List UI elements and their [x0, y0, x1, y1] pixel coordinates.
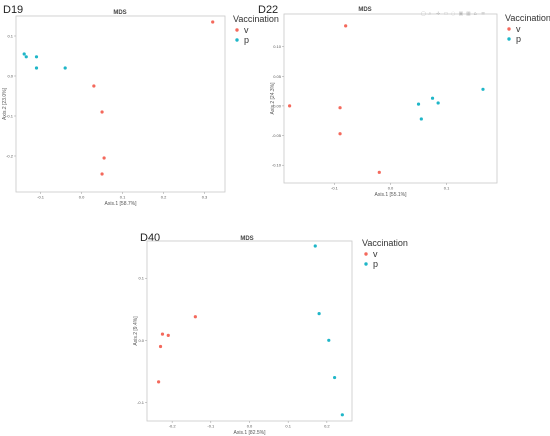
data-point-v: [338, 132, 342, 136]
legend-marker-v: [507, 27, 511, 31]
toolbar-icon: ⌂: [474, 11, 477, 17]
plot-frame: [15, 15, 226, 193]
data-point-p: [340, 413, 344, 417]
x-axis-label: Axis.1 [58.7%]: [105, 201, 138, 207]
y-tick-label: -0.10: [272, 163, 282, 168]
data-point-v: [211, 20, 215, 24]
toolbar-icon: ≡: [481, 11, 485, 17]
y-tick-label: 0.1: [7, 34, 13, 39]
chart-title: MDS: [358, 7, 371, 13]
data-point-v: [158, 344, 163, 349]
data-point-p: [430, 96, 435, 100]
data-point-v: [344, 24, 348, 28]
data-point-p: [436, 101, 440, 105]
legend-label-p: p: [244, 35, 249, 45]
x-tick-label: 0.3: [202, 195, 208, 200]
data-point-v: [102, 156, 106, 160]
toolbar-icon: ▢: [421, 11, 426, 17]
x-tick-label: -0.1: [207, 424, 215, 429]
chart-title: MDS: [113, 10, 126, 16]
y-tick-label: 0.0: [138, 338, 144, 343]
x-tick-label: 0.1: [285, 424, 291, 429]
chart-panel-d22: D22 MDS -0.1 0.0 0.1 -0.10 -0.05 0.00 0.05 0.10 Ax…: [258, 4, 550, 198]
legend-label-p: p: [516, 34, 521, 44]
legend-marker-v: [364, 252, 368, 256]
x-tick-label: 0.0: [388, 186, 394, 191]
y-tick-label: -0.1: [137, 400, 145, 405]
toolbar-icon: ◌: [451, 11, 455, 17]
chart-panel-d40: D40 MDS -0.2 -0.1 0.0 0.1 0.2 -0.1 0.0 0.1 Axis.1 …: [133, 232, 408, 436]
x-tick-label: 0.1: [444, 186, 450, 191]
panel-label: D40: [140, 232, 160, 244]
chart-title: MDS: [240, 236, 253, 242]
legend-title: Vaccination: [505, 13, 550, 23]
data-point-p: [313, 244, 317, 248]
data-point-p: [317, 312, 321, 316]
legend-label-p: p: [373, 259, 378, 269]
x-tick-label: -0.1: [331, 186, 339, 191]
legend-label-v: v: [516, 24, 521, 34]
data-point-v: [377, 170, 381, 174]
plot-frame: [146, 240, 353, 422]
x-axis-label: Axis.1 [82.5%]: [234, 430, 267, 436]
data-point-p: [34, 66, 39, 70]
data-point-v: [166, 333, 170, 337]
data-point-p: [327, 338, 331, 342]
legend-label-v: v: [244, 25, 249, 35]
y-tick-label: -0.1: [6, 114, 14, 119]
toolbar-icon: ▦: [466, 11, 471, 17]
legend-marker-v: [235, 28, 239, 32]
data-point-v: [193, 315, 197, 319]
legend-title: Vaccination: [233, 14, 279, 24]
chart-panel-d19: D19 MDS-0.1 0.0 0.1 0.2 0.3-0.2-0.10.00.1Axis…: [2, 4, 279, 207]
x-tick-label: 0.0: [79, 195, 85, 200]
y-tick-label: 0.1: [138, 276, 144, 281]
legend-marker-p: [507, 37, 511, 41]
data-point-p: [63, 66, 67, 70]
data-point-v: [157, 380, 161, 384]
panel-label: D22: [258, 4, 278, 16]
toolbar-icon: ▭: [444, 11, 449, 17]
x-tick-label: 0.0: [247, 424, 253, 429]
panel-label: D19: [3, 4, 23, 16]
x-tick-label: -0.2: [169, 424, 177, 429]
toolbar-icon: ✛: [436, 11, 441, 17]
toolbar-icon: ⌕: [429, 11, 432, 17]
data-point-p: [416, 102, 421, 106]
x-tick-label: 0.2: [161, 195, 167, 200]
data-point-p: [481, 87, 485, 91]
y-tick-label: -0.2: [6, 154, 14, 159]
data-point-v: [288, 104, 292, 108]
data-point-p: [24, 55, 28, 59]
y-tick-label: 0.10: [273, 44, 282, 49]
legend-title: Vaccination: [362, 238, 408, 248]
y-tick-label: 0.0: [7, 74, 13, 79]
x-axis-label: Axis.1 [55.1%]: [375, 192, 408, 198]
legend-marker-p: [364, 262, 368, 266]
data-point-p: [22, 52, 26, 56]
x-tick-label: 0.1: [120, 195, 126, 200]
x-tick-label: 0.2: [324, 424, 330, 429]
x-tick-label: -0.1: [37, 195, 45, 200]
y-tick-label: -0.05: [272, 133, 282, 138]
y-axis-label: Axis.2 [9.4%]: [133, 316, 139, 346]
data-point-p: [332, 375, 337, 380]
data-point-v: [160, 332, 165, 336]
legend-label-v: v: [373, 249, 378, 259]
data-point-p: [34, 55, 39, 59]
data-point-p: [419, 117, 423, 121]
y-axis-label: Axis.2 [23.0%]: [2, 87, 8, 120]
y-tick-label: 0.05: [273, 74, 282, 79]
legend-marker-p: [235, 38, 239, 42]
data-point-v: [100, 110, 104, 114]
y-axis-label: Axis.2 [24.3%]: [270, 82, 276, 115]
data-point-v: [92, 84, 96, 88]
data-point-v: [100, 172, 104, 176]
data-point-v: [338, 106, 342, 110]
plot-frame: [283, 13, 498, 184]
y-tick-label: 0.00: [273, 103, 282, 108]
toolbar-icon: ▣: [459, 11, 464, 17]
